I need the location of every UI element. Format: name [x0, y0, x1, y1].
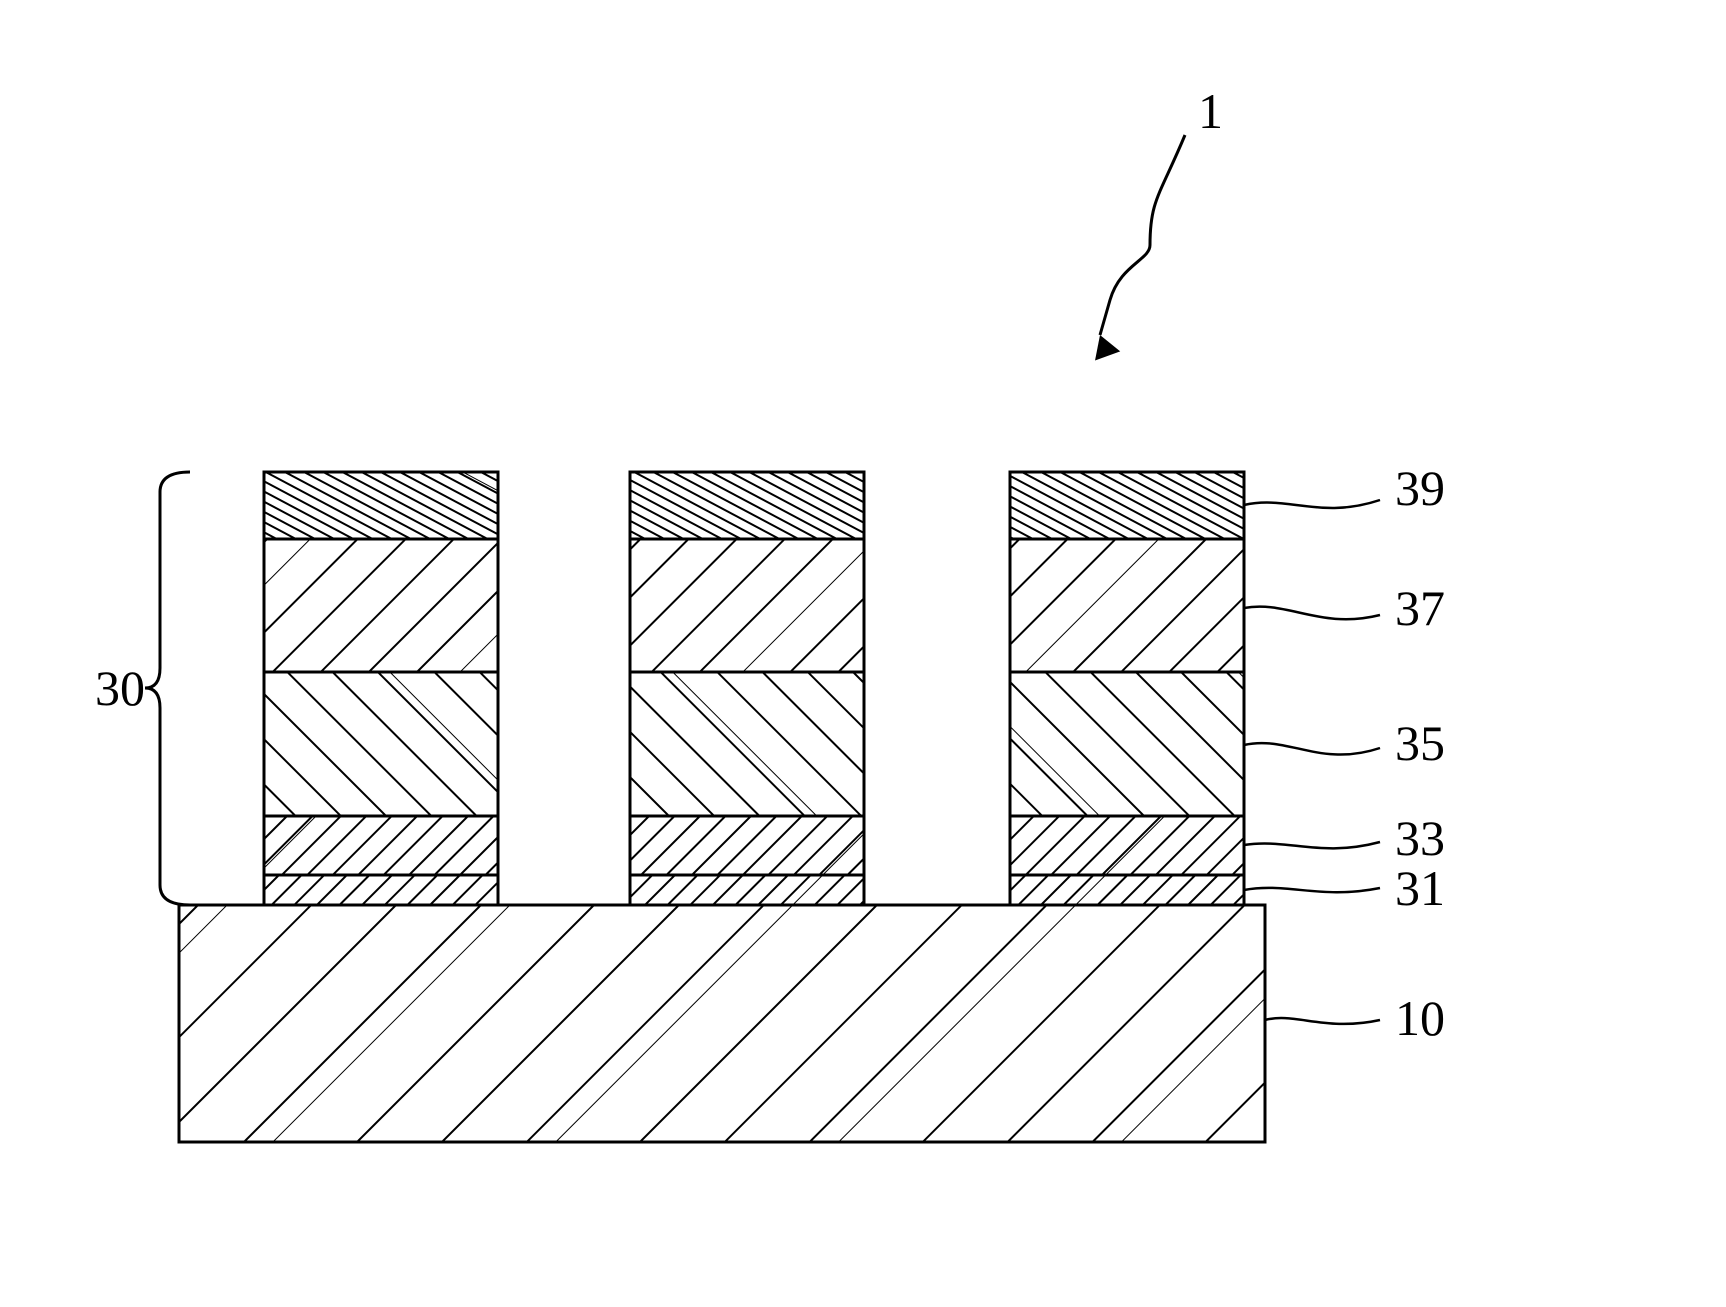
curly-brace-30 [145, 472, 190, 905]
leader-37 [1244, 607, 1380, 620]
stack-2-layer-35 [1010, 672, 1244, 816]
stack-0-layer-33 [264, 816, 498, 875]
leader-10 [1265, 1018, 1380, 1024]
leader-35 [1244, 743, 1380, 755]
stack-0-layer-35 [264, 672, 498, 816]
stack-1-layer-35 [630, 672, 864, 816]
stack-0-layer-37 [264, 539, 498, 672]
stack-1-layer-39 [630, 472, 864, 539]
stack-1-layer-31 [630, 875, 864, 905]
stack-2-layer-33 [1010, 816, 1244, 875]
leader-31 [1244, 888, 1380, 892]
leader-39 [1244, 500, 1380, 508]
label-33: 33 [1395, 810, 1445, 866]
stack-1-layer-37 [630, 539, 864, 672]
substrate-layer-10 [179, 905, 1265, 1142]
label-35: 35 [1395, 715, 1445, 771]
label-30: 30 [95, 660, 145, 716]
stack-0-layer-31 [264, 875, 498, 905]
label-37: 37 [1395, 580, 1445, 636]
stack-2-layer-39 [1010, 472, 1244, 539]
leader-33 [1244, 842, 1380, 848]
stack-2-layer-37 [1010, 539, 1244, 672]
stack-2-layer-31 [1010, 875, 1244, 905]
reference-arrow-1 [1100, 135, 1185, 335]
stack-0-layer-39 [264, 472, 498, 539]
label-31: 31 [1395, 860, 1445, 916]
label-1: 1 [1198, 83, 1223, 139]
label-39: 39 [1395, 460, 1445, 516]
label-10: 10 [1395, 990, 1445, 1046]
stack-1-layer-33 [630, 816, 864, 875]
reference-arrowhead-1 [1095, 335, 1120, 361]
